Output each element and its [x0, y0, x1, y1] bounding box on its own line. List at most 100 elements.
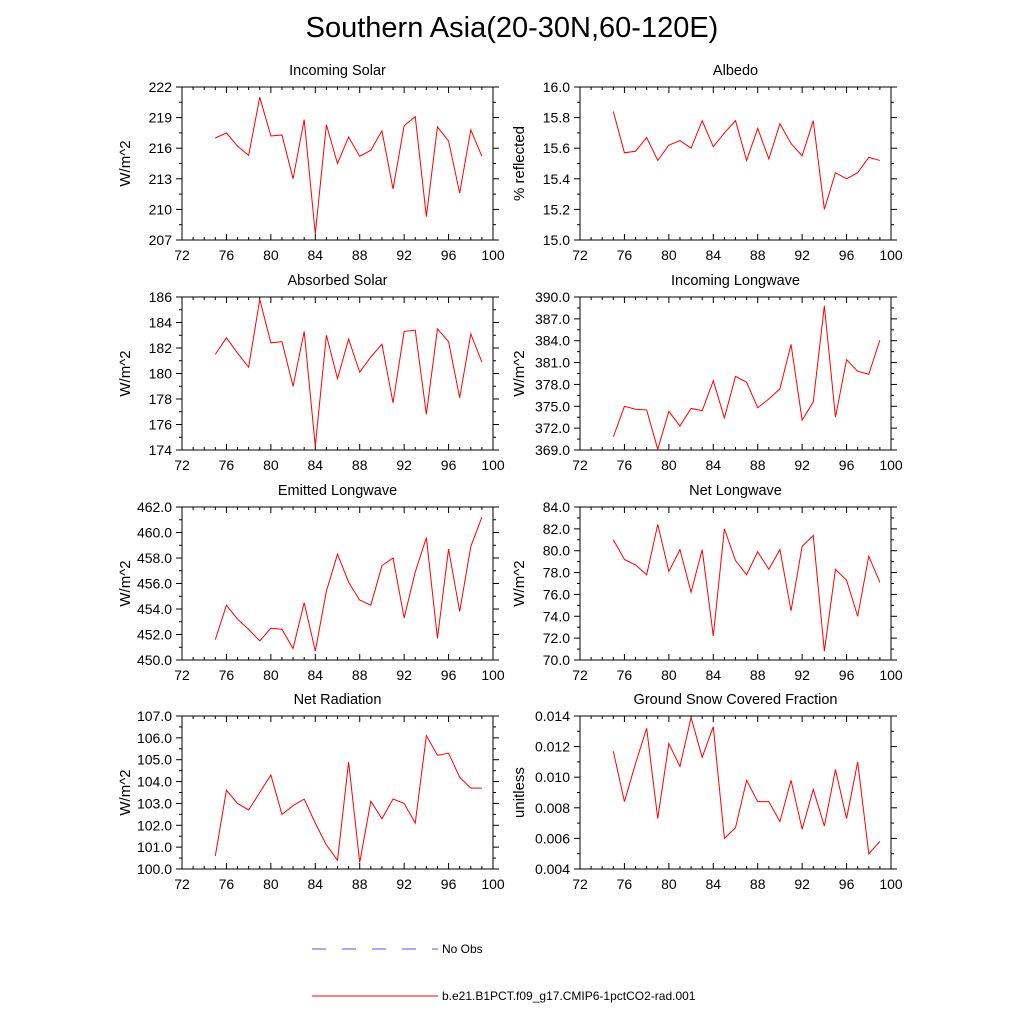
- y-tick-label: 15.8: [543, 110, 570, 126]
- x-tick-label: 72: [174, 457, 190, 473]
- y-axis-label: W/m^2: [117, 769, 134, 815]
- y-tick-label: 222: [149, 79, 173, 95]
- x-tick-label: 96: [441, 876, 457, 892]
- y-tick-label: 460.0: [137, 525, 172, 541]
- legend-label-model: b.e21.B1PCT.f09_g17.CMIP6-1pctCO2-rad.00…: [442, 989, 696, 1003]
- y-tick-label: 74.0: [543, 608, 570, 624]
- y-tick-label: 0.008: [535, 800, 570, 816]
- x-tick-label: 84: [307, 667, 323, 683]
- x-tick-label: 92: [396, 457, 412, 473]
- y-tick-label: 369.0: [535, 442, 570, 458]
- x-tick-label: 80: [263, 247, 279, 263]
- panel-ground-snow-covered-fraction: Ground Snow Covered Fraction 72 76 80 84 88 92…: [511, 692, 903, 892]
- y-tick-label: 182: [149, 340, 173, 356]
- y-tick-label: 184: [149, 315, 173, 331]
- x-tick-label: 88: [750, 247, 766, 263]
- panel-incoming-longwave: Incoming Longwave 72 76 80 84 88 92 96 100 369.0 3…: [511, 273, 903, 473]
- y-tick-label: 0.006: [535, 830, 570, 846]
- series-line: [612, 111, 881, 210]
- y-tick-label: 76.0: [543, 586, 570, 602]
- y-tick-label: 15.4: [543, 171, 570, 187]
- x-tick-label: 92: [794, 876, 810, 892]
- x-tick-label: 96: [441, 457, 457, 473]
- x-tick-label: 100: [481, 247, 505, 263]
- y-tick-label: 452.0: [137, 627, 172, 643]
- y-tick-label: 450.0: [137, 652, 172, 668]
- x-tick-label: 80: [263, 667, 279, 683]
- x-tick-label: 84: [307, 457, 323, 473]
- x-tick-label: 92: [794, 667, 810, 683]
- y-tick-label: 107.0: [137, 708, 172, 724]
- x-tick-label: 96: [839, 876, 855, 892]
- x-tick-label: 96: [839, 247, 855, 263]
- x-tick-label: 100: [481, 876, 505, 892]
- y-tick-label: 101.0: [137, 839, 172, 855]
- x-tick-label: 80: [263, 457, 279, 473]
- x-tick-label: 76: [617, 247, 633, 263]
- x-tick-label: 72: [174, 247, 190, 263]
- y-tick-label: 80.0: [543, 543, 570, 559]
- x-tick-label: 96: [441, 247, 457, 263]
- x-tick-label: 76: [219, 457, 235, 473]
- x-tick-label: 76: [219, 247, 235, 263]
- y-tick-label: 0.014: [535, 708, 570, 724]
- panel-title: Incoming Longwave: [671, 273, 800, 289]
- y-tick-label: 219: [149, 110, 173, 126]
- x-tick-label: 84: [705, 876, 721, 892]
- y-tick-label: 213: [149, 171, 173, 187]
- y-tick-label: 378.0: [535, 376, 570, 392]
- y-tick-label: 84.0: [543, 499, 570, 515]
- series-line: [214, 299, 483, 447]
- panel-title: Albedo: [713, 63, 758, 79]
- x-tick-label: 96: [839, 457, 855, 473]
- x-tick-label: 80: [661, 876, 677, 892]
- panel-incoming-solar: Incoming Solar 72 76 80 84 88 92 96 100 207 210 213…: [117, 63, 505, 263]
- x-tick-label: 84: [705, 247, 721, 263]
- x-tick-label: 80: [661, 457, 677, 473]
- x-tick-label: 100: [481, 667, 505, 683]
- y-tick-label: 387.0: [535, 311, 570, 327]
- y-tick-label: 462.0: [137, 499, 172, 515]
- x-tick-label: 72: [174, 876, 190, 892]
- y-tick-label: 106.0: [137, 730, 172, 746]
- y-tick-label: 0.004: [535, 861, 570, 877]
- x-tick-label: 84: [307, 876, 323, 892]
- x-tick-label: 76: [219, 667, 235, 683]
- x-tick-label: 96: [839, 667, 855, 683]
- y-tick-label: 186: [149, 289, 173, 305]
- x-tick-label: 88: [352, 667, 368, 683]
- panel-absorbed-solar: Absorbed Solar 72 76 80 84 88 92 96 100 174 176 178…: [117, 273, 505, 473]
- plot-frame: [181, 296, 494, 451]
- plot-frame: [579, 506, 892, 661]
- x-tick-label: 92: [396, 876, 412, 892]
- panel-title: Emitted Longwave: [278, 483, 397, 499]
- y-tick-label: 15.0: [543, 232, 570, 248]
- y-axis-label: % reflected: [511, 126, 528, 201]
- x-tick-label: 100: [879, 247, 903, 263]
- y-tick-label: 390.0: [535, 289, 570, 305]
- series-line: [612, 305, 881, 452]
- x-tick-label: 100: [879, 876, 903, 892]
- y-tick-label: 0.010: [535, 769, 570, 785]
- y-tick-label: 207: [149, 232, 173, 248]
- y-tick-label: 0.012: [535, 739, 570, 755]
- plot-frame: [181, 506, 494, 661]
- x-tick-label: 84: [307, 247, 323, 263]
- y-axis-label: W/m^2: [117, 350, 134, 396]
- y-tick-label: 105.0: [137, 752, 172, 768]
- x-tick-label: 92: [794, 457, 810, 473]
- x-tick-label: 100: [879, 667, 903, 683]
- x-tick-label: 72: [572, 876, 588, 892]
- series-line: [612, 524, 881, 652]
- y-tick-label: 454.0: [137, 601, 172, 617]
- y-axis-label: W/m^2: [117, 560, 134, 606]
- y-tick-label: 78.0: [543, 565, 570, 581]
- y-tick-label: 102.0: [137, 817, 172, 833]
- panel-net-radiation: Net Radiation 72 76 80 84 88 92 96 100 100.0 101.0…: [117, 692, 505, 892]
- y-axis-label: W/m^2: [511, 350, 528, 396]
- x-tick-label: 88: [352, 457, 368, 473]
- y-tick-label: 82.0: [543, 521, 570, 537]
- x-tick-label: 96: [441, 667, 457, 683]
- panel-albedo: Albedo 72 76 80 84 88 92 96 100 15.0 15.2 15.4 15.6 1…: [511, 63, 903, 263]
- x-tick-label: 92: [794, 247, 810, 263]
